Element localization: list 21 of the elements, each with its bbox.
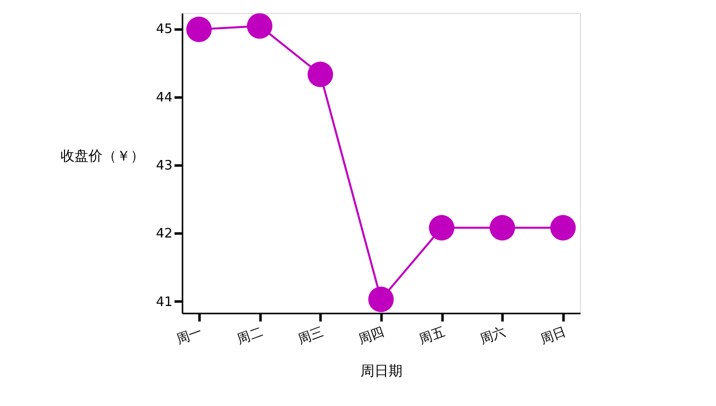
- point: [186, 16, 212, 42]
- point: [368, 286, 394, 312]
- point: [428, 215, 454, 240]
- y-tick-label: 41: [156, 294, 172, 310]
- y-tick-label: 42: [156, 226, 172, 242]
- x-tick-label: 周一: [174, 324, 204, 348]
- point: [308, 62, 334, 88]
- y-axis-title: 收盘价（￥）: [60, 148, 144, 164]
- y-tick-label: 43: [156, 158, 172, 174]
- point: [246, 13, 272, 39]
- x-tick-label: 周日: [538, 324, 568, 348]
- x-tick-label: 周二: [235, 324, 265, 348]
- point: [550, 215, 576, 240]
- x-tick-label: 周四: [356, 324, 386, 348]
- point: [490, 215, 516, 240]
- y-tick-label: 44: [156, 90, 172, 106]
- x-tick-label: 周五: [417, 324, 447, 348]
- y-tick-label: 45: [156, 22, 172, 38]
- x-axis-title: 周日期: [360, 364, 402, 380]
- x-tick-label: 周六: [478, 324, 508, 348]
- x-tick-label: 周三: [296, 324, 326, 348]
